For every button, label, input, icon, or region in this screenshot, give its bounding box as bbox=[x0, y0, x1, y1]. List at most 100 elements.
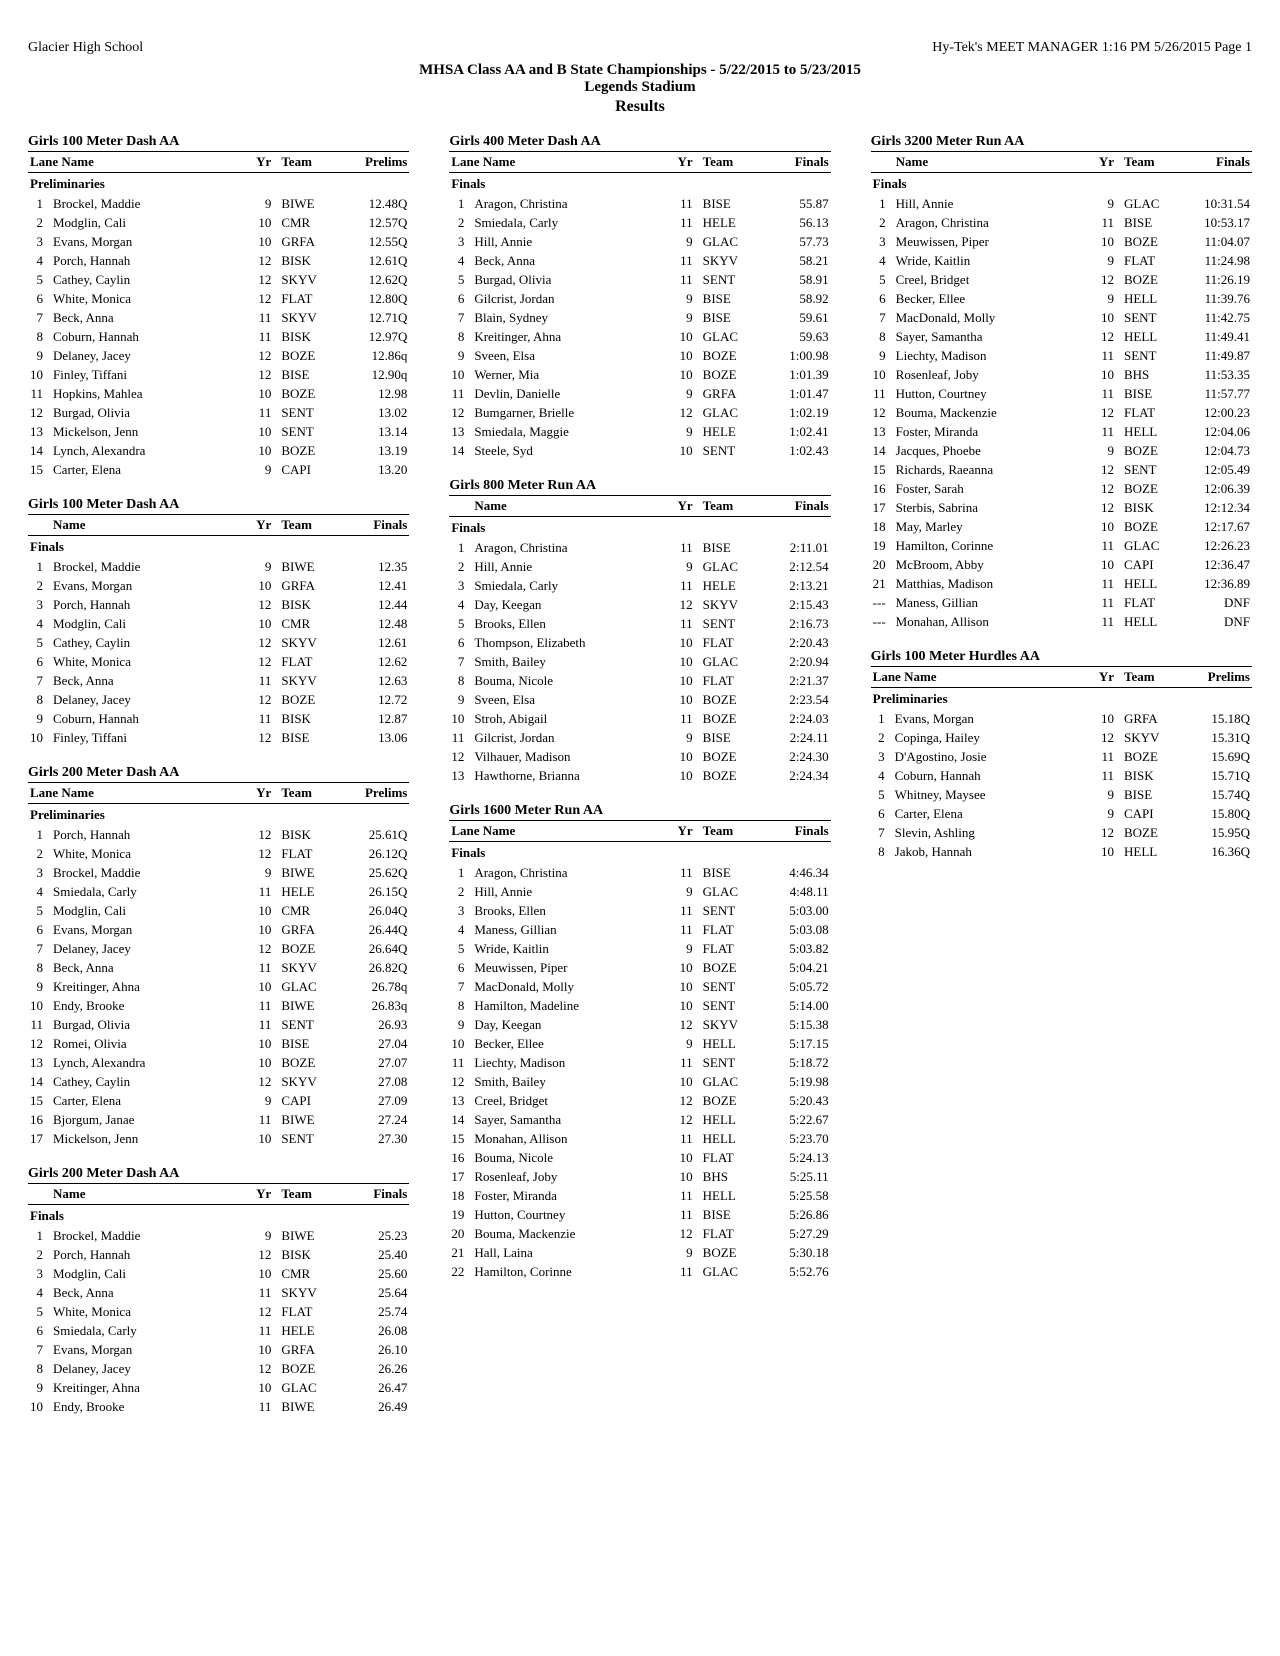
cell-result: 27.09 bbox=[339, 1091, 409, 1110]
cell-result: 15.74Q bbox=[1182, 785, 1252, 804]
section-label: Preliminaries bbox=[28, 804, 409, 826]
cell-yr: 9 bbox=[671, 289, 701, 308]
cell-result: 12.80Q bbox=[339, 289, 409, 308]
cell-result: 12:04.73 bbox=[1182, 441, 1252, 460]
result-row: 2Aragon, Christina11BISE10:53.17 bbox=[871, 213, 1252, 232]
cell-name: Sayer, Samantha bbox=[472, 1110, 670, 1129]
result-row: 16Bjorgum, Janae11BIWE27.24 bbox=[28, 1110, 409, 1129]
result-row: 2Copinga, Hailey12SKYV15.31Q bbox=[871, 728, 1252, 747]
cell-yr: 9 bbox=[1092, 785, 1122, 804]
cell-place: 4 bbox=[28, 614, 51, 633]
cell-result: 1:00.98 bbox=[761, 346, 831, 365]
cell-yr: 10 bbox=[671, 671, 701, 690]
result-row: 7Smith, Bailey10GLAC2:20.94 bbox=[449, 652, 830, 671]
cell-yr: 10 bbox=[671, 747, 701, 766]
cell-name: Beck, Anna bbox=[51, 671, 249, 690]
col-team: Team bbox=[701, 152, 761, 173]
cell-name: Gilcrist, Jordan bbox=[472, 289, 670, 308]
cell-name: Smith, Bailey bbox=[472, 1072, 670, 1091]
cell-name: Bouma, Mackenzie bbox=[472, 1224, 670, 1243]
cell-team: BOZE bbox=[1122, 479, 1182, 498]
cell-result: 12.41 bbox=[339, 576, 409, 595]
cell-place: 20 bbox=[449, 1224, 472, 1243]
cell-result: 26.26 bbox=[339, 1359, 409, 1378]
cell-team: BOZE bbox=[1122, 823, 1182, 842]
cell-place: --- bbox=[871, 612, 894, 631]
result-row: 9Coburn, Hannah11BISK12.87 bbox=[28, 709, 409, 728]
cell-team: GRFA bbox=[279, 920, 339, 939]
cell-yr: 11 bbox=[249, 403, 279, 422]
cell-result: 12:26.23 bbox=[1182, 536, 1252, 555]
cell-place: 8 bbox=[449, 996, 472, 1015]
results-table: NameYrTeamFinalsFinals1Brockel, Maddie9B… bbox=[28, 514, 409, 747]
cell-place: 16 bbox=[871, 479, 894, 498]
cell-place: 7 bbox=[28, 671, 51, 690]
result-row: 9Sveen, Elsa10BOZE2:23.54 bbox=[449, 690, 830, 709]
cell-yr: 10 bbox=[1092, 555, 1122, 574]
cell-team: CAPI bbox=[279, 1091, 339, 1110]
result-row: 9Liechty, Madison11SENT11:49.87 bbox=[871, 346, 1252, 365]
result-row: 7Blain, Sydney9BISE59.61 bbox=[449, 308, 830, 327]
cell-team: HELL bbox=[1122, 842, 1182, 861]
result-row: 13Lynch, Alexandra10BOZE27.07 bbox=[28, 1053, 409, 1072]
cell-name: Finley, Tiffani bbox=[51, 365, 249, 384]
cell-place: 6 bbox=[449, 633, 472, 652]
result-row: 12Bumgarner, Brielle12GLAC1:02.19 bbox=[449, 403, 830, 422]
cell-yr: 11 bbox=[1092, 593, 1122, 612]
cell-name: White, Monica bbox=[51, 289, 249, 308]
event-block: Girls 100 Meter Dash AALane NameYrTeamPr… bbox=[28, 134, 409, 479]
cell-team: BISE bbox=[701, 538, 761, 557]
cell-place: 9 bbox=[28, 709, 51, 728]
cell-result: 5:15.38 bbox=[761, 1015, 831, 1034]
cell-place: 5 bbox=[871, 785, 893, 804]
cell-name: Bouma, Mackenzie bbox=[894, 403, 1092, 422]
cell-place: 2 bbox=[28, 1245, 51, 1264]
result-row: 10Finley, Tiffani12BISE13.06 bbox=[28, 728, 409, 747]
cell-name: Bouma, Nicole bbox=[472, 671, 670, 690]
cell-result: 15.80Q bbox=[1182, 804, 1252, 823]
cell-yr: 12 bbox=[1092, 498, 1122, 517]
cell-name: Hamilton, Corinne bbox=[472, 1262, 670, 1281]
cell-result: 13.02 bbox=[339, 403, 409, 422]
result-row: 16Foster, Sarah12BOZE12:06.39 bbox=[871, 479, 1252, 498]
cell-name: Aragon, Christina bbox=[472, 863, 670, 882]
cell-team: BHS bbox=[1122, 365, 1182, 384]
results-table: Lane NameYrTeamFinalsFinals1Aragon, Chri… bbox=[449, 820, 830, 1281]
cell-result: 2:13.21 bbox=[761, 576, 831, 595]
cell-team: BISE bbox=[1122, 213, 1182, 232]
cell-name: Smiedala, Carly bbox=[472, 576, 670, 595]
cell-team: SENT bbox=[279, 422, 339, 441]
col-yr: Yr bbox=[249, 515, 279, 536]
cell-name: May, Marley bbox=[894, 517, 1092, 536]
result-row: 13Smiedala, Maggie9HELE1:02.41 bbox=[449, 422, 830, 441]
result-row: 4Smiedala, Carly11HELE26.15Q bbox=[28, 882, 409, 901]
result-row: 3Porch, Hannah12BISK12.44 bbox=[28, 595, 409, 614]
col-name: Name bbox=[51, 515, 249, 536]
cell-name: Brockel, Maddie bbox=[51, 1226, 249, 1245]
result-row: 2Hill, Annie9GLAC2:12.54 bbox=[449, 557, 830, 576]
result-row: 14Sayer, Samantha12HELL5:22.67 bbox=[449, 1110, 830, 1129]
result-row: 1Aragon, Christina11BISE55.87 bbox=[449, 194, 830, 213]
cell-name: Kreitinger, Ahna bbox=[51, 977, 249, 996]
cell-yr: 9 bbox=[671, 308, 701, 327]
result-row: 10Stroh, Abigail11BOZE2:24.03 bbox=[449, 709, 830, 728]
cell-team: BISE bbox=[701, 308, 761, 327]
cell-name: Monahan, Allison bbox=[894, 612, 1092, 631]
result-row: 8Jakob, Hannah10HELL16.36Q bbox=[871, 842, 1252, 861]
cell-name: Hutton, Courtney bbox=[894, 384, 1092, 403]
cell-team: BOZE bbox=[701, 1243, 761, 1262]
cell-place: 12 bbox=[449, 1072, 472, 1091]
cell-name: Werner, Mia bbox=[472, 365, 670, 384]
event-block: Girls 400 Meter Dash AALane NameYrTeamFi… bbox=[449, 134, 830, 460]
cell-result: 5:14.00 bbox=[761, 996, 831, 1015]
cell-place: 3 bbox=[28, 863, 51, 882]
cell-name: Slevin, Ashling bbox=[893, 823, 1092, 842]
cell-team: FLAT bbox=[701, 939, 761, 958]
cell-place: 12 bbox=[449, 403, 472, 422]
cell-yr: 9 bbox=[671, 384, 701, 403]
cell-place: 5 bbox=[871, 270, 894, 289]
cell-team: CMR bbox=[279, 901, 339, 920]
cell-place: 2 bbox=[449, 213, 472, 232]
col-blank bbox=[449, 496, 472, 517]
cell-place: 17 bbox=[28, 1129, 51, 1148]
